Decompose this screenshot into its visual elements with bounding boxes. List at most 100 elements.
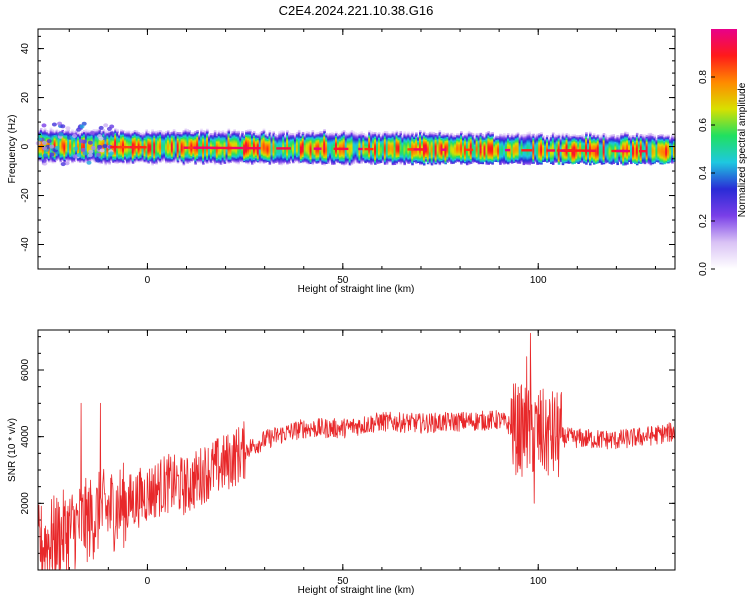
heat-cell <box>321 153 324 156</box>
heat-cell <box>346 151 350 153</box>
heat-cell <box>166 154 170 157</box>
heat-cell <box>209 140 213 143</box>
heat-cell <box>262 133 266 136</box>
heat-cell <box>233 150 236 153</box>
heat-cell <box>274 153 277 156</box>
heat-cell <box>377 137 381 140</box>
heat-cell <box>221 134 225 136</box>
heat-cell <box>233 131 236 134</box>
heat-cell <box>249 130 252 133</box>
heat-cell <box>372 142 375 144</box>
heat-cell <box>129 156 133 158</box>
heat-cell <box>51 160 55 163</box>
heat-cell <box>297 150 301 153</box>
heat-cell <box>360 159 363 162</box>
heat-cell <box>73 160 76 163</box>
heat-cell <box>82 143 86 146</box>
heat-cell <box>295 150 299 153</box>
heat-cell <box>331 156 334 159</box>
heat-cell <box>215 145 219 147</box>
heat-cell <box>225 160 229 163</box>
heat-cell <box>123 158 127 160</box>
heat-cell <box>200 155 203 158</box>
heat-cell <box>133 141 137 143</box>
heat-cell <box>323 137 326 140</box>
heat-cell <box>301 160 305 162</box>
heat-cell <box>393 132 397 135</box>
heat-cell <box>245 147 248 150</box>
heat-cell <box>280 140 283 142</box>
heat-cell <box>112 161 115 164</box>
heat-cell <box>389 155 393 158</box>
heat-cell <box>395 152 399 155</box>
heat-cell <box>235 160 238 163</box>
heat-cell <box>391 137 395 140</box>
heat-cell <box>319 156 322 159</box>
heat-cell <box>151 148 154 151</box>
heat-cell <box>51 140 55 143</box>
heat-cell <box>309 154 313 157</box>
heat-cell <box>225 155 229 158</box>
heat-cell <box>295 151 299 154</box>
heat-cell <box>237 144 240 147</box>
heat-cell <box>92 142 96 145</box>
heat-cell <box>264 159 268 162</box>
heat-cell <box>325 154 328 157</box>
heat-cell <box>342 138 346 141</box>
heat-cell <box>163 150 166 153</box>
heat-cell <box>116 137 119 140</box>
heat-cell <box>417 144 420 146</box>
heat-cell <box>395 160 399 162</box>
heat-cell <box>155 137 158 139</box>
heat-cell <box>352 156 356 158</box>
heat-cell <box>209 157 213 160</box>
heat-cell <box>272 144 276 147</box>
heat-cell <box>249 156 252 159</box>
heat-cell <box>114 143 117 146</box>
heat-cell <box>252 150 256 153</box>
heat-cell <box>376 138 379 141</box>
heat-cell <box>176 134 180 137</box>
heat-cell <box>108 160 111 163</box>
heat-cell <box>333 160 336 163</box>
heat-cell <box>131 142 135 145</box>
heat-cell <box>229 141 233 143</box>
heat-cell <box>215 154 219 157</box>
heat-cell <box>323 147 326 150</box>
heat-cell <box>84 131 88 134</box>
heat-cell <box>155 143 158 145</box>
heat-cell <box>417 136 420 139</box>
heat-cell <box>204 144 207 147</box>
heat-cell <box>331 136 334 138</box>
heat-cell <box>274 158 277 161</box>
heat-cell <box>372 157 375 160</box>
heat-cell <box>319 145 322 148</box>
heat-cell <box>395 135 399 138</box>
heat-cell <box>405 136 408 139</box>
heat-cell <box>260 150 264 153</box>
heat-cell <box>215 160 219 163</box>
heat-cell <box>106 142 109 144</box>
heat-cell <box>352 143 356 146</box>
heat-cell <box>350 137 354 140</box>
heat-cell <box>82 154 86 157</box>
heat-cell <box>67 131 70 134</box>
heat-cell <box>194 153 197 156</box>
heat-cell <box>63 157 66 160</box>
heat-cell <box>65 134 68 137</box>
heat-cell <box>417 156 420 159</box>
heat-cell <box>176 135 180 138</box>
heat-cell <box>127 158 131 161</box>
heat-cell <box>116 144 119 147</box>
heat-cell <box>340 156 344 159</box>
heat-cell <box>260 159 264 161</box>
heat-cell <box>239 135 242 138</box>
heat-cell <box>258 132 262 135</box>
heat-cell <box>364 155 367 158</box>
heat-cell <box>245 157 248 160</box>
heat-cell <box>55 133 59 136</box>
heat-cell <box>125 141 129 144</box>
heat-cell <box>137 159 141 162</box>
heat-cell <box>82 138 86 141</box>
heat-cell <box>348 147 352 150</box>
